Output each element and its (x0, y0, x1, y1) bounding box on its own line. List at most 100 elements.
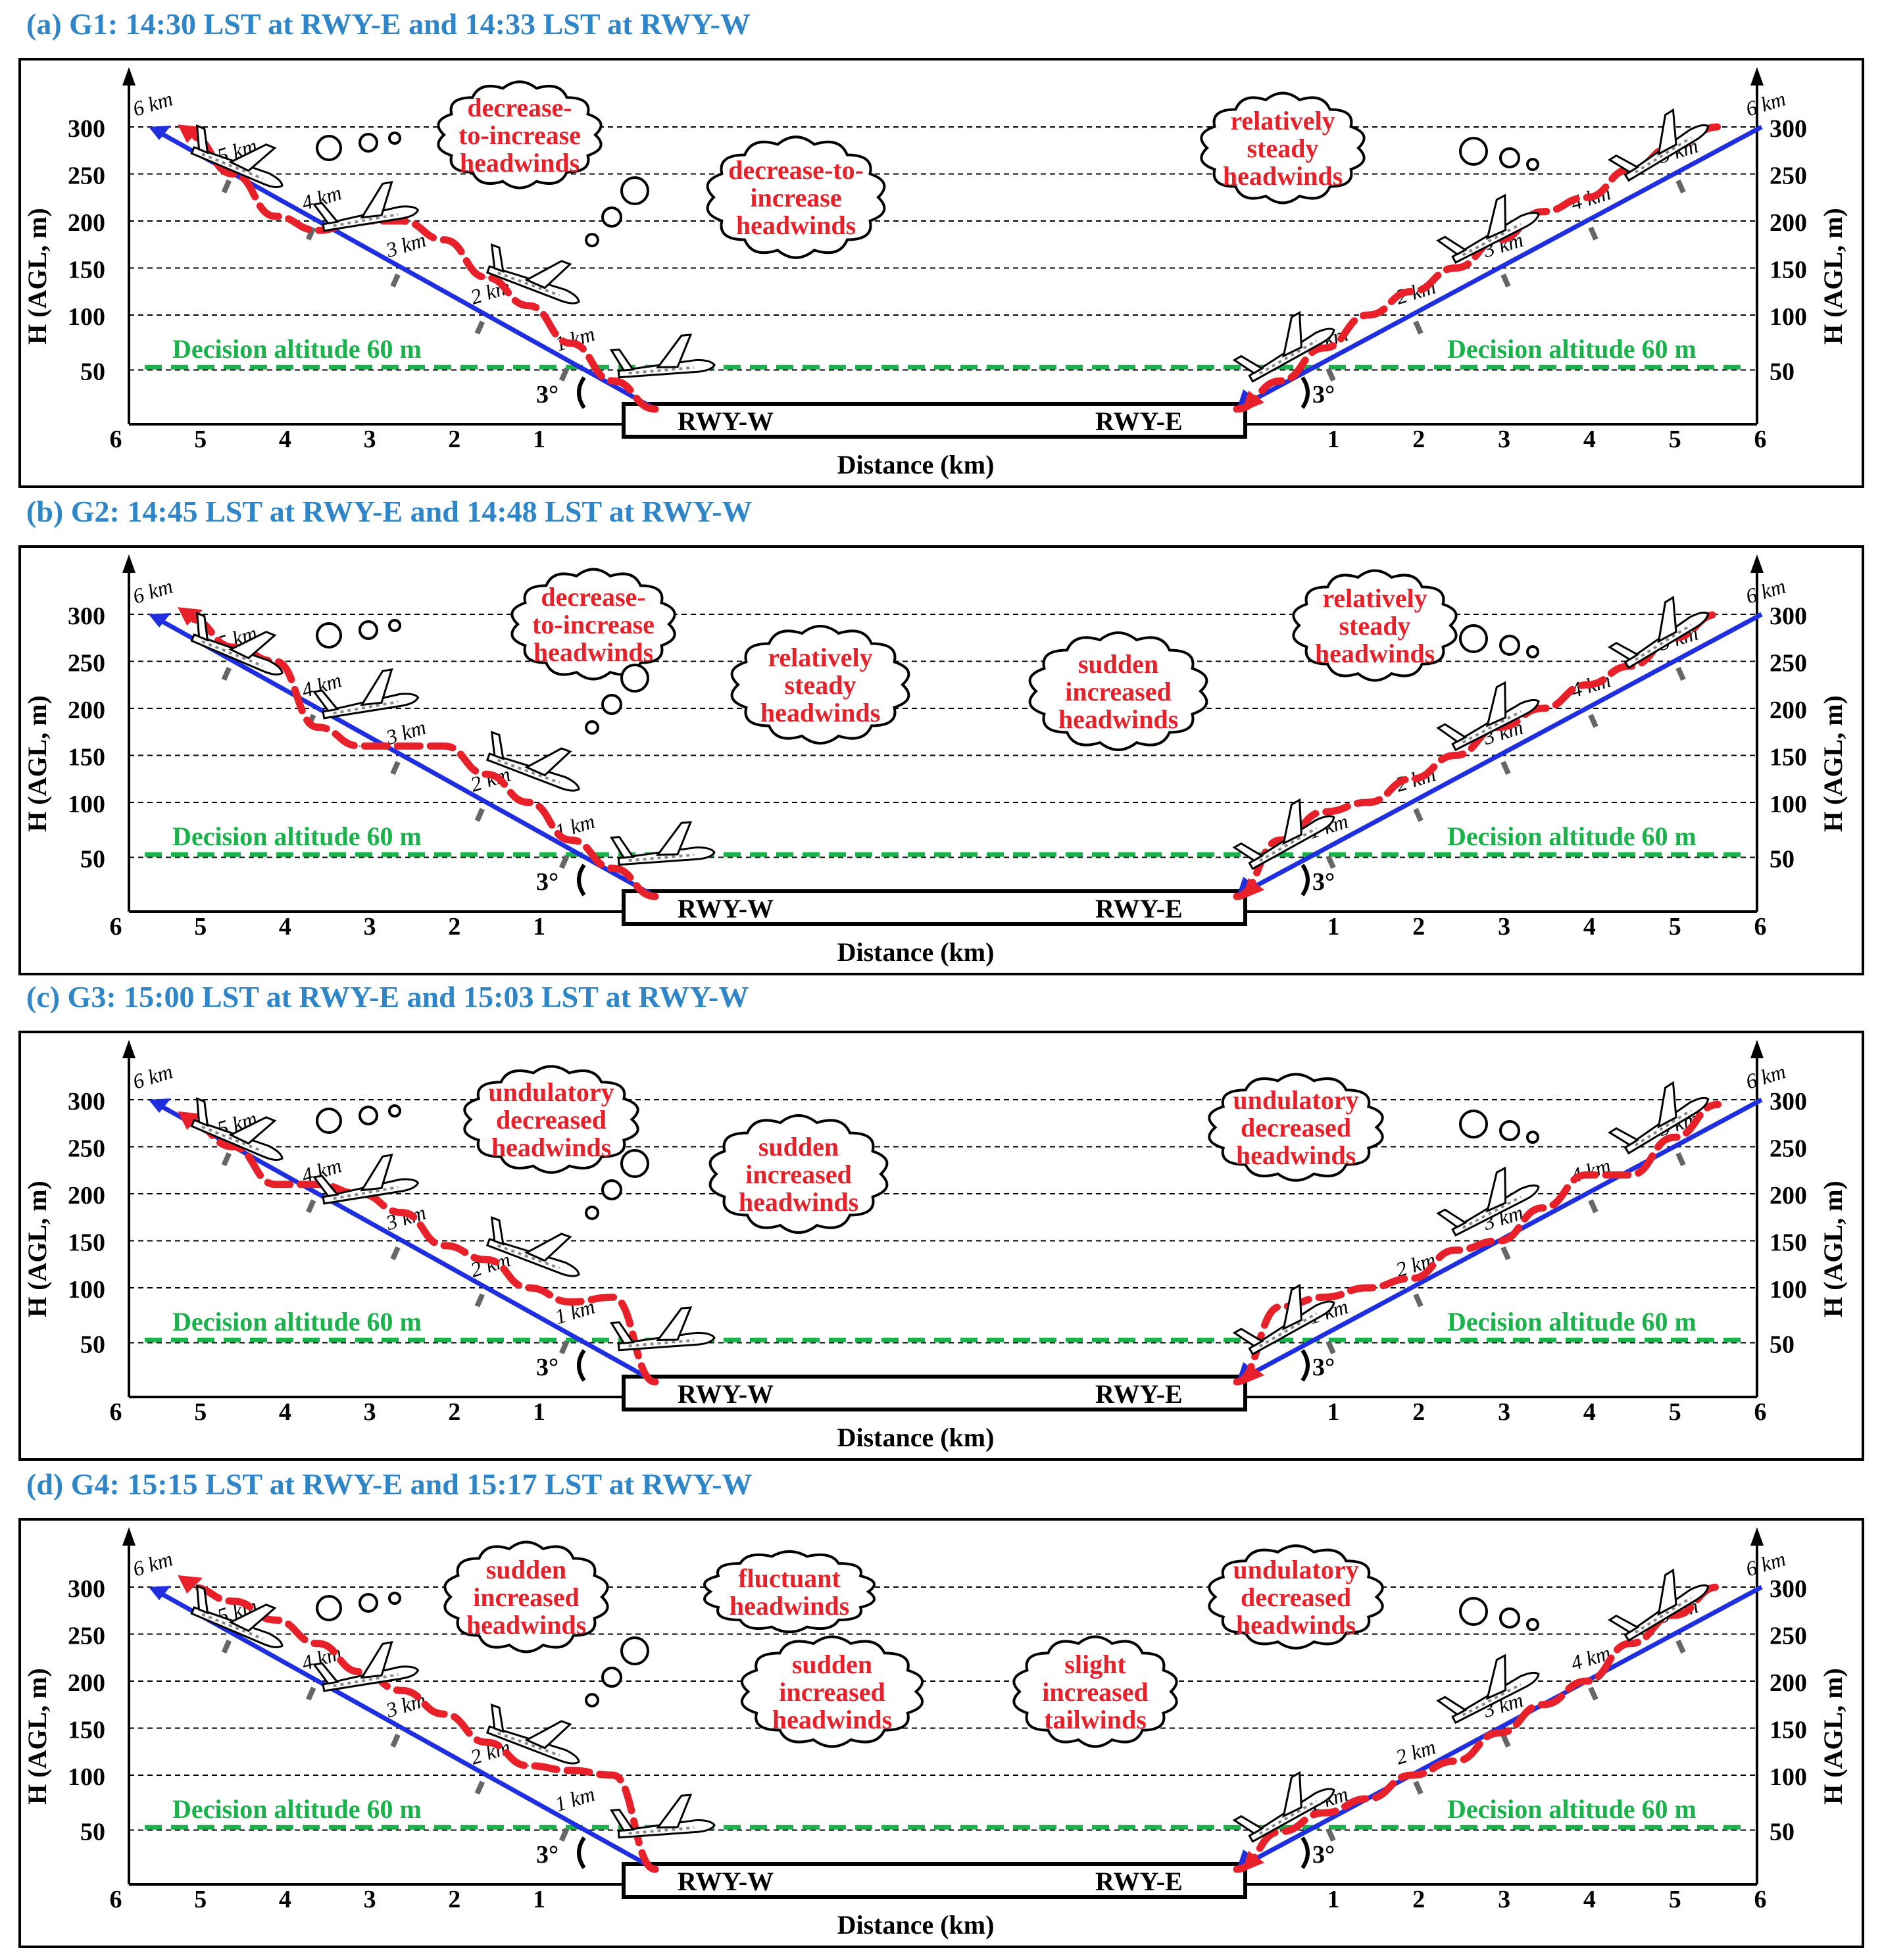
glide-path-w (155, 1588, 656, 1872)
observed-track-w-point-3 (528, 1287, 530, 1288)
decision-label-right: Decision altitude 60 m (1447, 334, 1696, 364)
observed-track-e-point-0 (1236, 1381, 1237, 1383)
observed-track-w-point-7 (359, 1671, 360, 1673)
cloud-outline (730, 625, 910, 745)
airplane-icon (312, 180, 420, 232)
km-tick-e (1588, 1686, 1598, 1701)
observed-track-w-point-5 (443, 239, 445, 241)
angle-label-left: 3° (536, 1841, 558, 1869)
observed-track-e-point-3 (1367, 802, 1369, 803)
plane-tail (490, 1703, 505, 1733)
plane-wing (1282, 1771, 1302, 1818)
airplane-icon (609, 1794, 716, 1839)
km-tick-e (1325, 367, 1336, 382)
y-tick-left: 100 (68, 791, 105, 818)
observed-track-e-point-2 (1324, 811, 1325, 813)
plane-tail (609, 1321, 635, 1344)
observed-track-w-point-5 (443, 1244, 445, 1246)
observed-track-w-point-10 (232, 1600, 234, 1602)
airplane-icon (1608, 1568, 1710, 1642)
panel-c: (c) G3: 15:00 LST at RWY-E and 15:03 LST… (18, 980, 1864, 1461)
plane-tail (195, 1584, 209, 1615)
plane-wing (1657, 1081, 1677, 1129)
airplane-icon (1436, 193, 1540, 264)
runway-e-label: RWY-E (1095, 1379, 1183, 1409)
km-tick-w (474, 1780, 485, 1795)
x-tick-left: 1 (533, 1886, 545, 1913)
observed-track-e-point-1 (1279, 1306, 1281, 1308)
cloud-text-line: headwinds (491, 1133, 611, 1162)
airplane-icon (609, 821, 716, 866)
km-tick-e (1588, 1199, 1598, 1213)
y-tick-left: 250 (68, 650, 105, 677)
cloud-text-line: steady (1339, 611, 1411, 641)
cloud-text-line: relatively (1230, 106, 1335, 135)
observed-track-e-point-3 (1367, 314, 1369, 316)
airplane-icon (485, 1215, 580, 1277)
km-tick-e (1325, 854, 1336, 870)
observed-track-e-point-2 (1324, 1296, 1325, 1298)
observed-track-w-point-8 (316, 1183, 318, 1185)
y-axis-right-arrow (1750, 554, 1764, 573)
observed-track-w-point-4 (485, 276, 487, 278)
decision-label-left: Decision altitude 60 m (172, 334, 422, 364)
observed-track-e-point-8 (1586, 197, 1587, 199)
km-marker-w: 1 km (552, 322, 597, 356)
bubble-l-1 (359, 1106, 378, 1125)
y-tick-right: 300 (1770, 1575, 1807, 1603)
y-tick-left: 200 (68, 1182, 105, 1210)
cloud-text-line: headwinds (1223, 161, 1343, 191)
cloud-text-line: increased (1065, 677, 1171, 706)
panel-title: (b) G2: 14:45 LST at RWY-E and 14:48 LST… (26, 495, 753, 528)
glide-arrow-w (149, 613, 171, 627)
plane-tail (490, 1215, 505, 1246)
observed-track-e-point-0 (1236, 1869, 1237, 1870)
y-tick-right: 150 (1770, 257, 1807, 284)
plane-tail (1436, 235, 1468, 256)
plane-wing (656, 1306, 693, 1342)
x-tick-right: 1 (1327, 913, 1340, 941)
km-marker-w: 6 km (130, 1546, 176, 1580)
runway (622, 402, 1247, 439)
angle-arc-left (577, 376, 586, 409)
observed-arrow-w (178, 1575, 203, 1594)
observed-track-e-point-4 (1411, 1775, 1412, 1776)
plane-tail (195, 1097, 209, 1127)
plane-wing (1282, 1283, 1302, 1331)
observed-track-w-point-9 (274, 660, 276, 662)
observed-track-e-point-1 (1279, 839, 1281, 841)
x-tick-left: 1 (533, 426, 545, 453)
angle-arc-left (577, 1349, 586, 1382)
observed-track-e-point-5 (1454, 267, 1456, 269)
observed-track-e-point-10 (1673, 1614, 1675, 1616)
km-tick-e (1500, 1733, 1511, 1748)
observed-track-w-point-3 (528, 1765, 530, 1767)
observed-track-e-point-4 (1411, 291, 1412, 293)
airplane-icon (485, 1703, 580, 1765)
panel-a: (a) G1: 14:30 LST at RWY-E and 14:33 LST… (18, 7, 1864, 488)
x-tick-right: 6 (1754, 1886, 1767, 1913)
observed-track-e-point-6 (1498, 1732, 1500, 1734)
x-tick-right: 1 (1327, 1886, 1340, 1913)
plane-wing (1657, 108, 1677, 156)
cloud-text-line: to-increase (458, 120, 581, 150)
bubble-r-1 (1499, 1607, 1520, 1629)
cloud-text-line: increased (745, 1160, 851, 1189)
glide-path-e (1245, 612, 1763, 894)
plane-wing (1485, 1654, 1507, 1700)
y-tick-right: 100 (1770, 791, 1807, 818)
plane-wing (1485, 193, 1507, 240)
plane-wing (228, 1604, 277, 1632)
airplane-icon (190, 612, 284, 675)
bubble-c-1 (601, 207, 622, 228)
cloud-text-line: headwinds (533, 637, 653, 667)
observed-track-e-point-1 (1279, 1830, 1281, 1832)
observed-track-w-point-9 (274, 215, 276, 217)
panel-d: (d) G4: 15:15 LST at RWY-E and 15:17 LST… (18, 1467, 1864, 1948)
observed-track-w-point-2 (570, 1769, 572, 1771)
observed-track-w-point-8 (316, 230, 318, 232)
plane-tail (1436, 723, 1468, 743)
y-tick-right: 100 (1770, 1763, 1807, 1791)
y-tick-left: 300 (68, 1088, 105, 1115)
